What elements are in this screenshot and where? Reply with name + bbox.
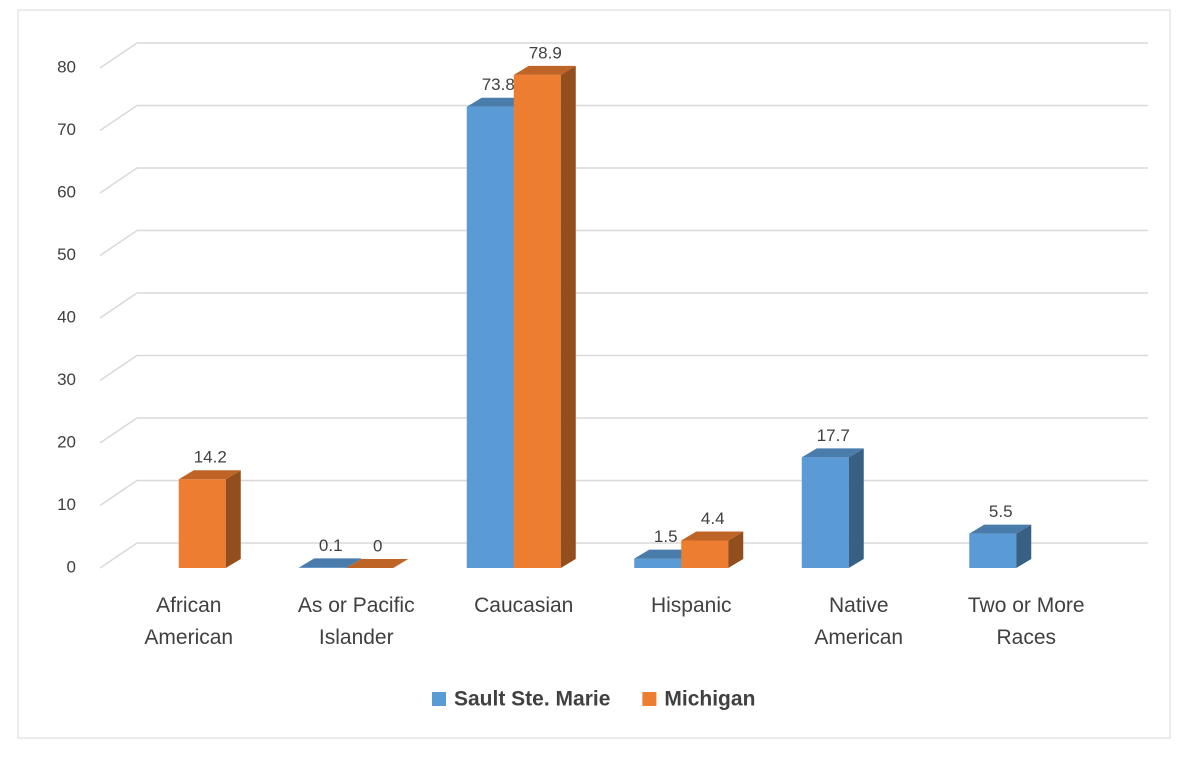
- bar-top: [178, 470, 241, 480]
- grid-line: [99, 42, 1148, 69]
- bar-front: [299, 567, 347, 568]
- y-tick-label: 80: [57, 57, 76, 76]
- bar-front: [178, 479, 226, 568]
- data-label: 14.2: [194, 448, 227, 467]
- data-label: 4.4: [701, 509, 725, 528]
- grid-line: [99, 167, 1148, 194]
- grid-line: [99, 417, 1148, 444]
- data-label: 73.8: [482, 75, 515, 94]
- x-tick-label: African American: [144, 594, 234, 649]
- x-tick-label: As or Pacific Islander: [297, 594, 415, 649]
- x-tick-label: Two or More Races: [967, 594, 1085, 649]
- bar-front: [634, 558, 682, 568]
- x-tick-label: Caucasian: [474, 594, 574, 617]
- y-tick-label: 30: [57, 370, 76, 389]
- bar-front: [513, 74, 561, 568]
- x-tick-label: Native American: [814, 594, 904, 649]
- data-label: 5.5: [989, 502, 1013, 521]
- bar-side: [848, 448, 864, 568]
- y-tick-label: 20: [57, 432, 76, 451]
- legend-swatch: [642, 692, 657, 706]
- bar-front: [681, 540, 729, 568]
- data-label: 1.5: [654, 527, 678, 546]
- grid-line: [99, 229, 1148, 257]
- bar-side: [1016, 524, 1032, 568]
- y-tick-label: 40: [57, 307, 76, 326]
- legend-swatch: [432, 692, 446, 706]
- y-tick-label: 50: [57, 245, 76, 264]
- bar-top: [801, 448, 864, 458]
- y-tick-label: 0: [67, 557, 76, 576]
- grid-line: [99, 292, 1148, 319]
- x-tick-label: Hispanic: [650, 594, 732, 617]
- bar-front: [801, 457, 849, 568]
- bar-top: [299, 558, 362, 568]
- bar-side: [346, 558, 362, 568]
- data-label: 0.1: [319, 536, 343, 555]
- bar-side: [560, 65, 576, 568]
- data-label: 17.7: [817, 426, 850, 445]
- chart-frame: [17, 9, 1171, 739]
- bar-front: [466, 106, 514, 568]
- bar-side: [728, 531, 744, 568]
- bar-top: [513, 65, 576, 75]
- bar-front: [969, 533, 1017, 568]
- data-label: 78.9: [529, 43, 562, 62]
- bar-side: [225, 470, 241, 568]
- y-tick-label: 60: [57, 182, 76, 201]
- legend-label: Michigan: [664, 688, 755, 711]
- bar-top: [634, 549, 697, 559]
- data-label: 0: [373, 536, 382, 555]
- legend-label: Sault Ste. Marie: [454, 688, 610, 711]
- bar-top: [681, 531, 744, 541]
- bar-top: [969, 524, 1032, 534]
- bar-top: [346, 559, 409, 568]
- y-tick-label: 70: [57, 120, 76, 139]
- y-tick-label: 10: [57, 495, 76, 514]
- grid-line: [99, 354, 1148, 382]
- grid-line: [99, 104, 1148, 132]
- bar-top: [466, 97, 529, 107]
